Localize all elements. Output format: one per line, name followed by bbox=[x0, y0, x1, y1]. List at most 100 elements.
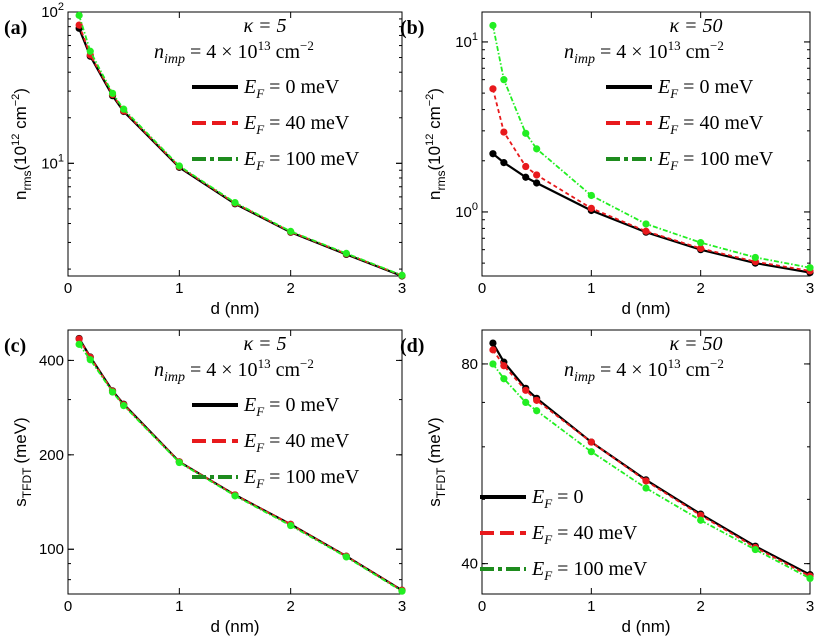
panel-b: 0 1 2 3 100 101 d (nm) nrms(1012 cm−2) κ = 50nim… bbox=[400, 11, 814, 318]
data-point bbox=[533, 407, 541, 415]
data-point bbox=[489, 346, 497, 354]
data-point bbox=[642, 227, 650, 235]
nimp-symbol: n bbox=[154, 41, 164, 63]
data-point bbox=[522, 386, 530, 394]
series-line-2 bbox=[492, 363, 811, 580]
data-point bbox=[522, 398, 530, 407]
plot-frame bbox=[67, 329, 403, 595]
data-point bbox=[500, 128, 508, 136]
y-tick-label: 102 bbox=[41, 1, 64, 21]
legend-E: E bbox=[243, 394, 256, 416]
x-tick-label: 0 bbox=[64, 280, 72, 297]
nimp-symbol: n bbox=[154, 359, 164, 381]
x-tick-label: 2 bbox=[696, 598, 704, 615]
data-point bbox=[697, 239, 705, 247]
legend-F: F bbox=[255, 86, 265, 101]
nimp-annotation: nimp = 4 × 1013 cm−2 bbox=[564, 38, 724, 67]
kappa-annotation: κ = 50 bbox=[669, 15, 722, 37]
y-tick-label: 101 bbox=[455, 31, 478, 51]
x-tick-label: 1 bbox=[175, 280, 183, 297]
data-point bbox=[522, 162, 530, 171]
y-axis-label: nrms(1012 cm−2) bbox=[424, 88, 448, 200]
nimp-subscript: imp bbox=[574, 370, 595, 385]
x-tick-label: 0 bbox=[478, 280, 486, 297]
data-point bbox=[489, 85, 497, 93]
y-tick-label: 40 bbox=[461, 556, 478, 573]
legend-E: E bbox=[657, 148, 670, 170]
data-point bbox=[522, 129, 530, 137]
data-point bbox=[587, 438, 595, 446]
x-axis-label: d (nm) bbox=[210, 299, 259, 318]
legend-E: E bbox=[243, 466, 256, 488]
legend-E: E bbox=[531, 522, 544, 544]
data-point bbox=[398, 271, 406, 279]
kappa-annotation: κ = 5 bbox=[243, 15, 286, 37]
data-point bbox=[120, 402, 128, 410]
legend-F: F bbox=[255, 404, 265, 419]
series-line-2 bbox=[78, 15, 403, 277]
nimp-subscript: imp bbox=[164, 370, 185, 385]
data-point bbox=[108, 388, 117, 396]
legend-F: F bbox=[543, 496, 553, 511]
data-point bbox=[287, 227, 295, 235]
x-tick-label: 2 bbox=[696, 280, 704, 297]
data-point bbox=[231, 198, 239, 207]
nimp-annotation: nimp = 4 × 1013 cm−2 bbox=[154, 356, 314, 385]
data-point bbox=[489, 360, 497, 368]
x-tick-label: 2 bbox=[286, 280, 294, 297]
data-point bbox=[587, 204, 595, 212]
x-tick-label: 1 bbox=[587, 280, 595, 297]
legend-E: E bbox=[657, 112, 670, 134]
nimp-symbol: n bbox=[564, 359, 574, 381]
legend-E: E bbox=[531, 486, 544, 508]
x-tick-label: 3 bbox=[806, 280, 814, 297]
plot-frame bbox=[67, 11, 403, 277]
data-point bbox=[231, 492, 239, 500]
nimp-annotation: nimp = 4 × 1013 cm−2 bbox=[564, 356, 724, 385]
data-point bbox=[175, 458, 183, 467]
x-axis-label: d (nm) bbox=[210, 617, 259, 636]
legend-F: F bbox=[669, 122, 679, 137]
legend-F: F bbox=[669, 86, 679, 101]
kappa-annotation: κ = 5 bbox=[243, 333, 286, 355]
data-point bbox=[751, 545, 759, 554]
data-point bbox=[533, 179, 541, 187]
data-point bbox=[287, 521, 295, 530]
data-point bbox=[398, 587, 406, 595]
legend-label-1: EF = 40 meV bbox=[243, 112, 350, 137]
data-point bbox=[175, 162, 183, 170]
data-point bbox=[342, 249, 350, 257]
legend-label-2: EF = 100 meV bbox=[243, 466, 360, 491]
x-tick-label: 3 bbox=[398, 280, 406, 297]
data-point bbox=[489, 339, 497, 347]
x-tick-label: 1 bbox=[587, 598, 595, 615]
legend-label-0: EF = 0 meV bbox=[243, 394, 340, 419]
data-point bbox=[533, 145, 541, 153]
plot-frame bbox=[481, 11, 811, 277]
legend-E: E bbox=[657, 76, 670, 98]
x-axis-label: d (nm) bbox=[621, 299, 670, 318]
data-point bbox=[587, 191, 595, 200]
legend-F: F bbox=[255, 122, 265, 137]
legend-label-2: EF = 100 meV bbox=[657, 148, 774, 173]
panel-label: (c) bbox=[4, 335, 26, 357]
data-point bbox=[75, 340, 83, 348]
data-point bbox=[697, 244, 705, 253]
data-point bbox=[86, 47, 94, 55]
data-point bbox=[108, 89, 117, 97]
data-point bbox=[342, 553, 350, 561]
data-point bbox=[500, 76, 508, 84]
legend-label-1: EF = 40 meV bbox=[243, 430, 350, 455]
data-point bbox=[533, 171, 541, 179]
nimp-subscript: imp bbox=[164, 52, 185, 67]
panel-label: (d) bbox=[400, 335, 424, 357]
y-tick-label: 100 bbox=[455, 201, 478, 221]
legend-E: E bbox=[243, 430, 256, 452]
y-axis-label: sTFDT(meV) bbox=[11, 417, 34, 506]
legend-label-1: EF = 40 meV bbox=[531, 522, 638, 547]
data-point bbox=[75, 11, 83, 19]
legend-E: E bbox=[243, 148, 256, 170]
series-line-0 bbox=[492, 152, 811, 274]
